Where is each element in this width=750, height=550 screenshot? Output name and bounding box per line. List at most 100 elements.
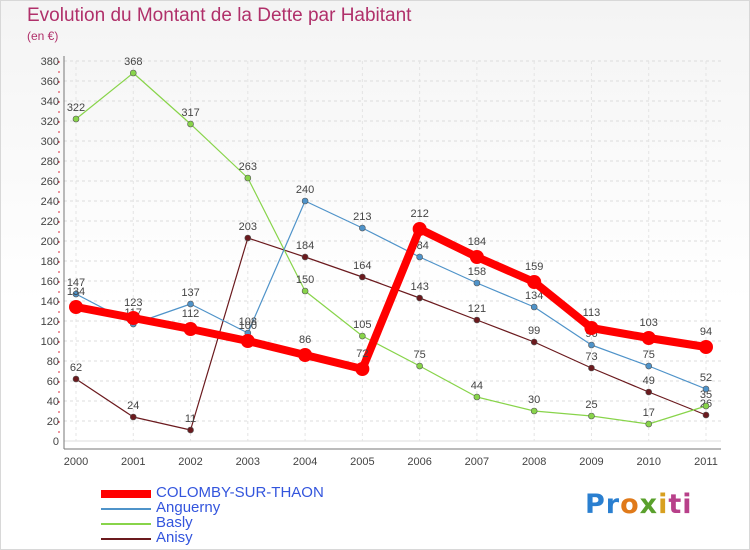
x-tick-label: 2010 [636,456,660,468]
y-tick-label: 100 [41,336,59,348]
data-point-colomby-sur-thaon [584,321,599,335]
data-label-anisy: 121 [468,303,486,315]
data-point-basly [530,407,538,415]
data-point-basly [301,287,309,295]
data-label-basly: 25 [585,399,597,411]
data-point-anguerny [72,290,80,298]
data-point-colomby-sur-thaon [699,340,713,354]
data-label-basly: 317 [181,107,199,119]
data-point-anguerny [359,224,366,232]
y-tick-label: 240 [41,196,59,208]
y-tick-label: 360 [41,76,59,88]
data-point-anguerny [187,300,194,308]
y-tick-label: 220 [41,216,59,228]
data-point-colomby-sur-thaon [240,334,255,348]
data-point-colomby-sur-thaon [355,362,370,376]
data-label-basly: 17 [643,407,655,419]
data-label-basly: 368 [124,56,142,68]
y-tick-label: 380 [41,56,59,68]
data-point-anguerny [588,341,595,349]
chart-title: Evolution du Montant de la Dette par Hab… [27,5,412,26]
data-label-anisy: 11 [185,413,196,425]
data-point-basly [588,412,595,420]
data-label-colomby-sur-thaon: 159 [525,261,543,273]
data-point-anisy [702,411,710,419]
data-point-colomby-sur-thaon [183,322,198,336]
data-point-basly [473,393,481,401]
series-line-colomby-sur-thaon [72,225,710,373]
x-tick-label: 2003 [236,456,260,468]
data-label-anguerny: 134 [525,290,543,302]
data-label-basly: 35 [700,389,712,401]
x-tick-label: 2000 [64,456,88,468]
data-label-colomby-sur-thaon: 113 [583,307,601,319]
series-line-anguerny [75,200,707,390]
data-label-anguerny: 213 [353,211,371,223]
data-point-basly [244,174,252,182]
data-label-colomby-sur-thaon: 184 [468,236,486,248]
data-label-anisy: 184 [296,240,314,252]
data-label-anguerny: 240 [296,184,314,196]
data-label-basly: 30 [528,394,540,406]
y-tick-label: 160 [41,276,59,288]
y-tick-label: 80 [47,356,59,368]
legend-swatch-anisy [101,538,151,540]
y-tick-label: 140 [41,296,59,308]
y-tick-label: 120 [41,316,59,328]
data-label-basly: 75 [414,349,426,361]
line-chart: 0 20 40 60 80 100 120 140 160 180 200 220 240 260 280 3… [41,56,721,468]
data-point-anisy [473,316,481,324]
data-label-anisy: 143 [410,281,428,293]
data-label-colomby-sur-thaon: 86 [299,334,311,346]
data-label-colomby-sur-thaon: 103 [640,317,658,329]
data-point-colomby-sur-thaon [126,311,141,325]
data-label-basly: 105 [353,319,371,331]
data-point-anisy [359,273,366,281]
data-point-anisy [129,413,137,421]
x-tick-label: 2004 [293,456,317,468]
data-point-basly [702,402,710,410]
legend-label-basly: Basly [156,514,193,531]
y-tick-label: 60 [47,376,59,388]
data-point-colomby-sur-thaon [641,331,656,345]
series-line-basly [75,72,707,425]
data-label-anguerny: 158 [468,266,486,278]
data-label-anisy: 164 [353,260,371,272]
data-label-anisy: 62 [70,362,82,374]
data-label-basly: 322 [67,102,85,114]
data-label-basly: 150 [296,274,314,286]
data-point-anisy [588,364,595,372]
data-label-anguerny: 137 [181,287,199,299]
data-label-colomby-sur-thaon: 112 [182,308,200,320]
data-point-anguerny [473,279,481,287]
data-point-colomby-sur-thaon [298,348,313,362]
data-point-basly [359,332,366,340]
data-point-anisy [187,426,194,434]
y-tick-label: 0 [53,436,59,448]
data-label-anguerny: 147 [67,277,85,289]
data-label-anguerny: 75 [643,349,655,361]
data-label-anisy: 73 [585,351,597,363]
data-label-colomby-sur-thaon: 100 [239,320,257,332]
data-label-colomby-sur-thaon: 123 [124,297,142,309]
x-tick-label: 2008 [522,456,546,468]
data-label-basly: 263 [239,161,257,173]
data-point-basly [645,420,653,428]
legend-label-anguerny: Anguerny [156,499,221,516]
data-point-anisy [72,375,80,383]
data-label-anisy: 49 [643,375,655,387]
y-tick-label: 40 [47,396,59,408]
y-tick-label: 200 [41,236,59,248]
y-tick-label: 260 [41,176,59,188]
legend-label-colomby: COLOMBY-SUR-THAON [156,484,324,501]
data-label-anisy: 99 [528,325,540,337]
data-label-anguerny: 108 [239,316,257,328]
data-point-anisy [416,294,423,302]
y-tick-label: 180 [41,256,59,268]
x-tick-label: 2006 [407,456,431,468]
chart-subtitle: (en €) [27,29,59,43]
data-point-basly [129,69,137,77]
series-line-anisy [75,237,707,431]
data-point-anisy [530,338,538,346]
data-point-anisy [244,234,252,242]
